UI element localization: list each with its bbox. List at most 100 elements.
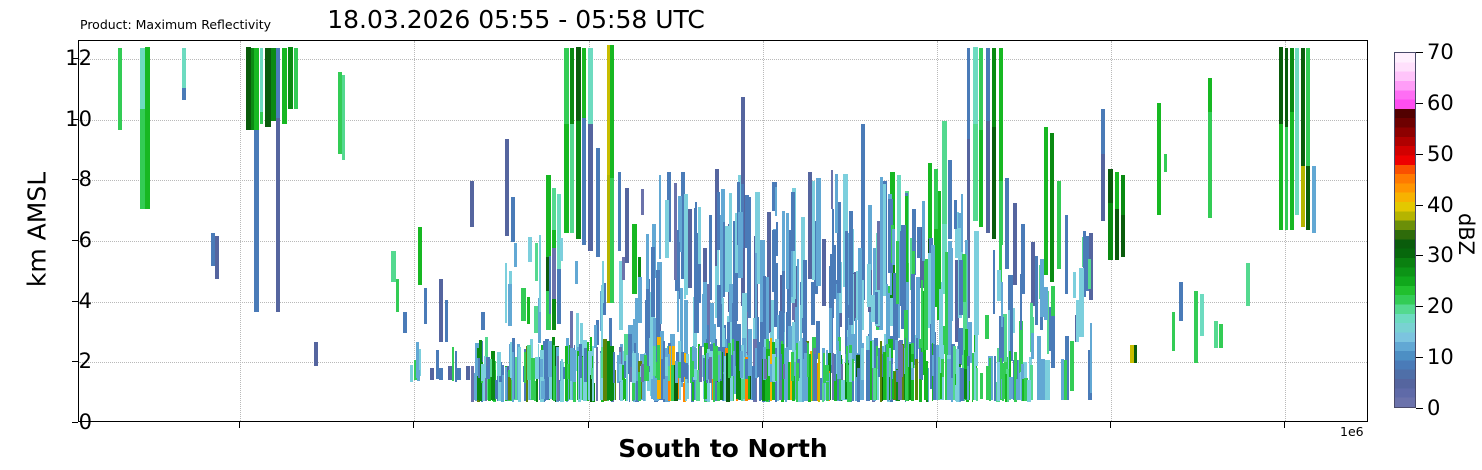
reflectivity-column [716, 41, 719, 421]
reflectivity-segment [754, 253, 758, 346]
reflectivity-column [1076, 41, 1080, 421]
colorbar [1394, 52, 1416, 408]
reflectivity-column [680, 41, 684, 421]
reflectivity-segment [880, 177, 883, 285]
reflectivity-column [772, 41, 777, 421]
reflectivity-segment [582, 48, 587, 118]
reflectivity-segment [896, 175, 901, 255]
reflectivity-segment [867, 264, 871, 308]
reflectivity-segment [535, 356, 538, 380]
reflectivity-segment [896, 369, 899, 383]
reflectivity-column [825, 41, 830, 421]
reflectivity-segment [608, 318, 613, 358]
reflectivity-column [689, 41, 693, 421]
reflectivity-column [595, 41, 598, 421]
reflectivity-column [1087, 41, 1091, 421]
reflectivity-segment [1134, 345, 1138, 364]
reflectivity-segment [699, 345, 703, 382]
reflectivity-segment [755, 192, 760, 285]
reflectivity-segment [823, 352, 826, 381]
reflectivity-column [527, 41, 533, 421]
reflectivity-column [606, 41, 611, 421]
reflectivity-column [866, 41, 870, 421]
reflectivity-column [754, 41, 758, 421]
reflectivity-segment [709, 356, 712, 383]
reflectivity-column [1012, 41, 1017, 421]
reflectivity-segment [790, 352, 795, 382]
reflectivity-column [747, 41, 751, 421]
x-axis-tick-mark [587, 422, 589, 428]
reflectivity-segment [1056, 181, 1061, 270]
reflectivity-column [1300, 41, 1305, 421]
reflectivity-segment [671, 365, 675, 402]
reflectivity-column [765, 41, 770, 421]
reflectivity-segment [576, 120, 582, 240]
reflectivity-segment [635, 381, 639, 403]
reflectivity-column [979, 41, 984, 421]
reflectivity-segment [683, 229, 686, 299]
reflectivity-column [795, 41, 799, 421]
reflectivity-segment [855, 377, 858, 402]
reflectivity-column [702, 41, 707, 421]
reflectivity-segment [856, 271, 860, 320]
reflectivity-column [524, 41, 527, 421]
reflectivity-column [945, 41, 950, 421]
reflectivity-segment [899, 231, 904, 281]
reflectivity-segment [1090, 323, 1093, 393]
reflectivity-column [548, 41, 553, 421]
reflectivity-column [1009, 41, 1013, 421]
reflectivity-column [693, 41, 699, 421]
y-axis-tick-label: 8 [78, 167, 92, 192]
reflectivity-segment [429, 367, 434, 381]
reflectivity-segment [877, 369, 880, 401]
reflectivity-column [699, 41, 703, 421]
reflectivity-segment [553, 345, 556, 402]
reflectivity-column [676, 41, 679, 421]
reflectivity-column [601, 41, 604, 421]
reflectivity-column [551, 41, 557, 421]
reflectivity-column [967, 41, 973, 421]
reflectivity-segment [638, 371, 642, 402]
reflectivity-column [1193, 41, 1199, 421]
reflectivity-column [749, 41, 752, 421]
reflectivity-segment [985, 48, 991, 121]
reflectivity-segment [1214, 320, 1218, 349]
reflectivity-segment [905, 196, 908, 286]
reflectivity-column [1171, 41, 1176, 421]
reflectivity-segment [551, 287, 557, 331]
reflectivity-segment [628, 355, 631, 402]
reflectivity-column [466, 41, 470, 421]
reflectivity-column [507, 41, 512, 421]
reflectivity-column [617, 41, 622, 421]
reflectivity-segment [641, 188, 644, 216]
reflectivity-column [712, 41, 715, 421]
reflectivity-column [793, 41, 796, 421]
reflectivity-columns [79, 41, 1367, 421]
reflectivity-segment [786, 288, 792, 342]
reflectivity-segment [954, 212, 960, 259]
reflectivity-segment [848, 352, 853, 382]
reflectivity-column [538, 41, 542, 421]
reflectivity-column [781, 41, 785, 421]
reflectivity-column [483, 41, 486, 421]
reflectivity-segment [934, 169, 939, 252]
reflectivity-segment [850, 274, 855, 380]
reflectivity-column [1051, 41, 1055, 421]
reflectivity-segment [765, 362, 768, 401]
reflectivity-column [1246, 41, 1251, 421]
reflectivity-segment [999, 316, 1004, 362]
reflectivity-column [951, 41, 954, 421]
reflectivity-column [897, 41, 902, 421]
x-axis-offset-text: 1e6 [1340, 424, 1364, 439]
reflectivity-column [787, 41, 792, 421]
reflectivity-column [632, 41, 637, 421]
y-axis-tick-label: 12 [65, 46, 92, 71]
reflectivity-column [508, 41, 511, 421]
reflectivity-segment [501, 374, 504, 402]
reflectivity-segment [593, 325, 598, 348]
reflectivity-column [655, 41, 660, 421]
reflectivity-column [850, 41, 855, 421]
reflectivity-column [772, 41, 777, 421]
reflectivity-column [880, 41, 883, 421]
reflectivity-segment [117, 48, 123, 130]
